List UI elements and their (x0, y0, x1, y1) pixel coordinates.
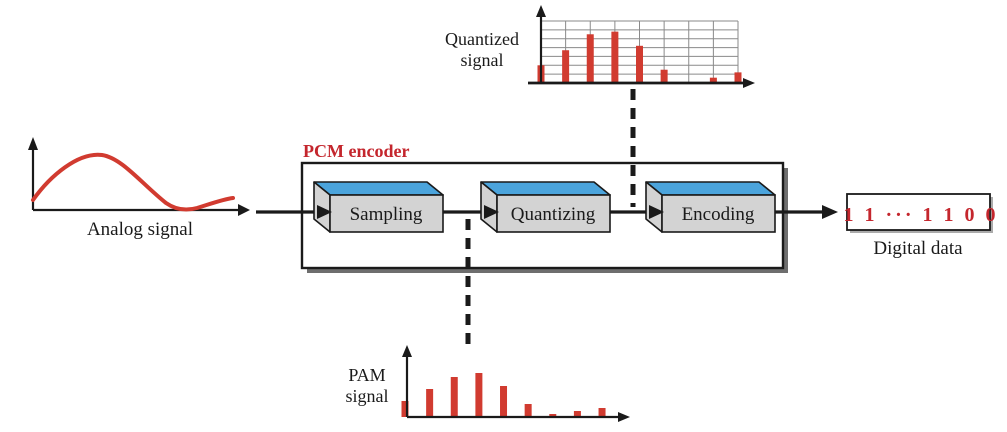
analog-signal-label: Analog signal (87, 219, 193, 240)
quantizing-block-front (496, 194, 611, 233)
arrow-right-icon (618, 412, 630, 422)
pam-bar (524, 404, 532, 417)
quantized-bar (734, 72, 742, 83)
arrow-right-icon (743, 78, 755, 88)
quantized-bar (660, 69, 668, 83)
quantized-bar (709, 77, 717, 83)
pam-signal-chart: PAM signal (346, 345, 630, 422)
sampling-label: Sampling (350, 204, 423, 225)
pam-bar (500, 386, 508, 417)
pam-bars (401, 373, 606, 417)
encoding-label: Encoding (682, 204, 755, 225)
quantized-signal-label: Quantized (445, 29, 519, 49)
sampling-block-front (329, 194, 444, 233)
pam-bar (450, 377, 458, 417)
digital-bits: 1 1 ··· 1 1 0 0 (843, 204, 998, 226)
encoding-block: Encoding (645, 181, 776, 233)
quantized-signal-label: signal (461, 50, 504, 70)
pam-bar (549, 414, 557, 417)
quantizing-block-top (480, 181, 611, 196)
flow-arrowheads (317, 205, 838, 219)
arrow-right-icon (484, 205, 499, 219)
pam-bar (475, 373, 483, 417)
quantized-signal-chart: Quantized signal (445, 5, 755, 88)
arrow-up-icon (536, 5, 546, 17)
pam-bar (573, 411, 581, 417)
quantizing-block: Quantizing (480, 181, 611, 233)
sampling-block: Sampling (313, 181, 444, 233)
pam-bar (426, 389, 434, 417)
sampling-block-top (313, 181, 444, 196)
pam-signal-label: PAM (348, 365, 385, 385)
analog-signal-chart: Analog signal (28, 137, 250, 240)
arrow-up-icon (402, 345, 412, 357)
analog-waveform (31, 152, 235, 212)
pam-bar (401, 401, 409, 417)
arrow-right-icon (822, 205, 838, 219)
arrow-right-icon (649, 205, 664, 219)
quantized-bar (586, 34, 594, 83)
quantized-bar (636, 45, 643, 83)
pcm-encoder-title: PCM encoder (303, 141, 409, 161)
digital-data-label: Digital data (873, 238, 963, 259)
quantized-bar (562, 50, 570, 83)
quantized-bar (611, 31, 619, 83)
digital-data-box: 1 1 ··· 1 1 0 0 Digital data (843, 193, 998, 259)
arrow-up-icon (28, 137, 38, 150)
encoding-block-top (645, 181, 776, 196)
encoding-block-front (661, 194, 776, 233)
arrow-right-icon (317, 205, 332, 219)
pam-signal-label: signal (346, 386, 389, 406)
quantizing-label: Quantizing (511, 204, 596, 225)
pam-bar (598, 408, 606, 417)
arrow-right-icon (238, 204, 250, 216)
digital-box-frame (846, 193, 991, 231)
